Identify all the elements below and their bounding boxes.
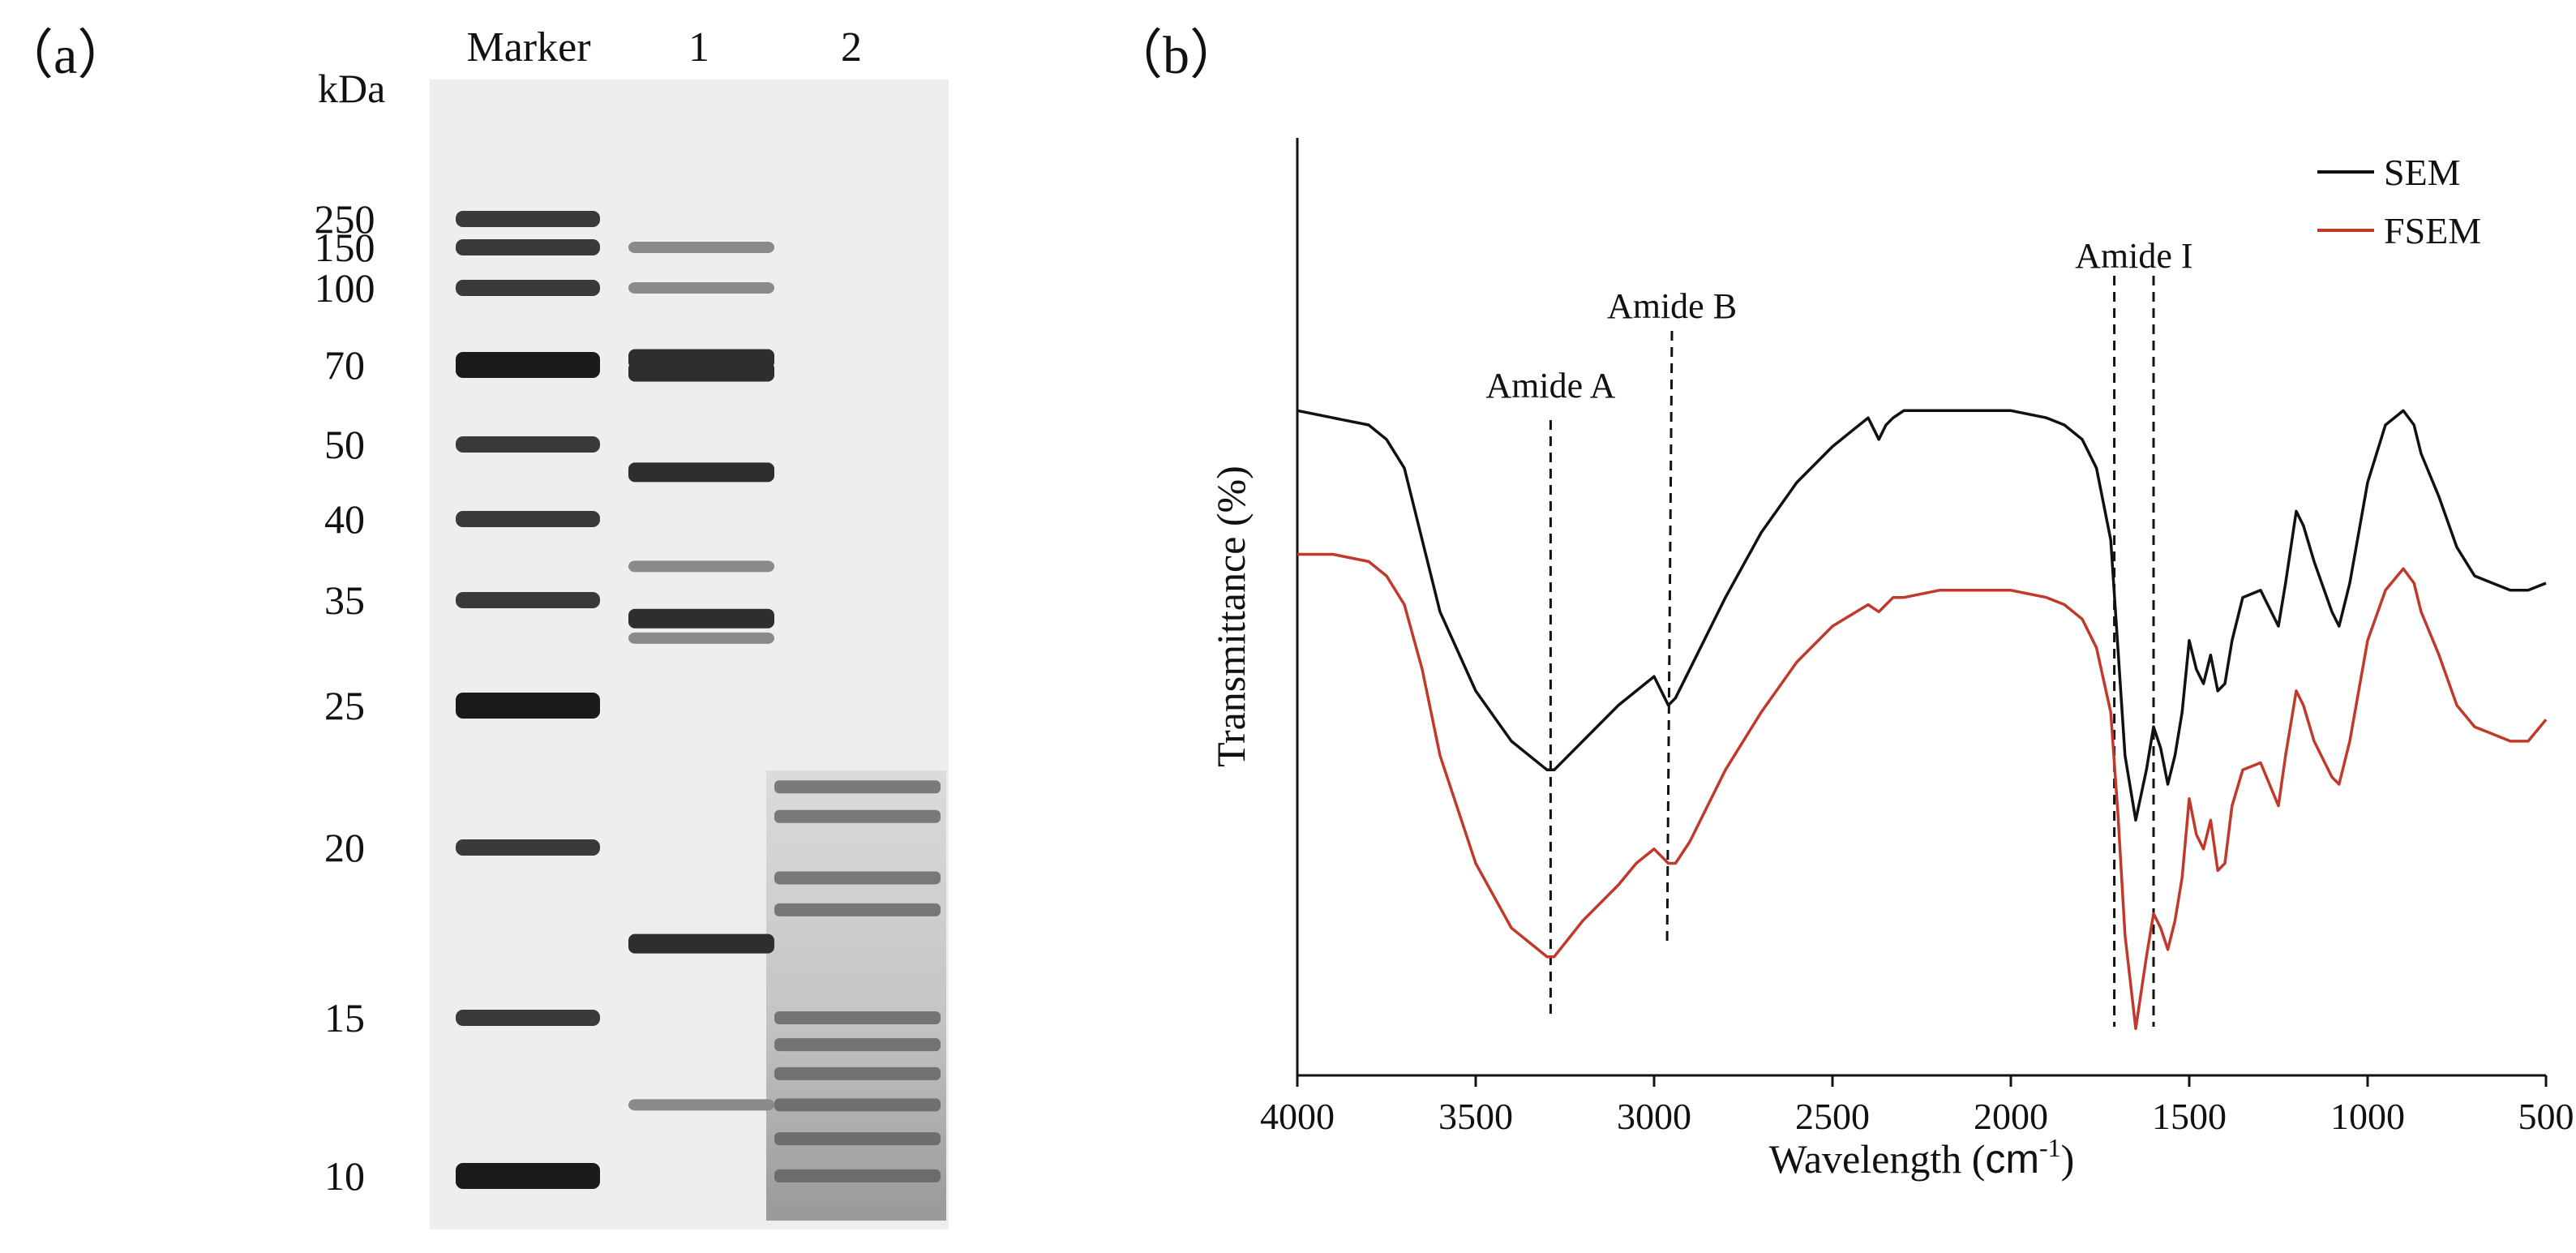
marker-band <box>456 211 600 227</box>
x-axis-ticks: 4000 3500 3000 2500 2000 1500 1000 500 <box>1260 1075 2574 1137</box>
x-tick-label: 1000 <box>2330 1096 2405 1137</box>
marker-band <box>456 693 600 719</box>
kda-unit-label: kDa <box>318 66 385 111</box>
marker-band <box>456 839 600 856</box>
panel-a-label: （a） <box>0 26 131 85</box>
x-tick-label: 4000 <box>1260 1096 1335 1137</box>
annotation-label: Amide A <box>1485 366 1615 406</box>
x-tick-label: 3000 <box>1617 1096 1691 1137</box>
annotation-label: Amide I <box>2075 236 2192 276</box>
marker-kda-label: 35 <box>324 577 365 623</box>
marker-kda-label: 50 <box>324 422 365 467</box>
lane-1-band <box>628 560 774 573</box>
x-tick-label: 3500 <box>1438 1096 1513 1137</box>
lane-2-band <box>774 1169 941 1182</box>
legend-label-sem: SEM <box>2384 152 2461 193</box>
marker-kda-label: 40 <box>324 496 365 542</box>
spectrum-lines <box>1297 409 2548 1031</box>
y-axis-title: Transmittance (%) <box>1208 466 1254 767</box>
marker-band <box>456 280 600 296</box>
lane-2-band <box>774 1038 941 1052</box>
lane-2-band <box>774 809 941 823</box>
marker-kda-label: 100 <box>315 265 375 311</box>
annotation-line <box>1665 330 1674 948</box>
lane-1-band <box>628 1099 774 1111</box>
annotation-label: Amide B <box>1607 286 1737 326</box>
legend-label-fsem: FSEM <box>2384 210 2481 251</box>
panel-b: （b） 4000 3500 3000 2500 2000 1500 1000 500 Wave… <box>1109 26 2574 1182</box>
marker-band <box>456 239 600 255</box>
lane-1-band <box>628 608 774 629</box>
lane-2-band <box>774 1011 941 1024</box>
lane-labels: Marker 1 2 <box>466 24 862 71</box>
lane-1-band <box>628 632 774 644</box>
marker-kda-label: 150 <box>315 225 375 270</box>
x-tick-label: 2000 <box>1974 1096 2048 1137</box>
lane-1-band <box>628 362 774 382</box>
marker-band <box>456 436 600 453</box>
lane-1-band <box>628 242 774 253</box>
x-tick-label: 500 <box>2518 1096 2574 1137</box>
lane-label-marker: Marker <box>466 24 590 71</box>
lane-2-band <box>774 903 941 916</box>
marker-kda-label: 70 <box>324 342 365 388</box>
series-line-fsem <box>1297 552 2548 1031</box>
marker-band <box>456 1163 600 1189</box>
x-tick-label: 2500 <box>1795 1096 1870 1137</box>
lane-1-band <box>628 282 774 294</box>
marker-band <box>456 352 600 378</box>
lane-2-band <box>774 780 941 794</box>
marker-band <box>456 592 600 608</box>
lane-1-band <box>628 462 774 483</box>
legend: SEM FSEM <box>2317 152 2481 251</box>
marker-band <box>456 1010 600 1026</box>
marker-kda-label: 10 <box>324 1153 365 1199</box>
lane-2-smear <box>766 770 946 1221</box>
lane-1-band <box>628 933 774 954</box>
lane-2-band <box>774 1098 941 1112</box>
marker-kda-label: 15 <box>324 995 365 1041</box>
lane-label-1: 1 <box>688 24 709 71</box>
lane-2-band <box>774 1132 941 1146</box>
series-line-sem <box>1297 409 2547 822</box>
marker-band <box>456 511 600 527</box>
marker-kda-label: 20 <box>324 825 365 870</box>
x-tick-label: 1500 <box>2152 1096 2227 1137</box>
gel-bands <box>456 211 941 1189</box>
lane-label-2: 2 <box>841 24 862 71</box>
peak-annotations: Amide A Amide B Amide I <box>1485 236 2193 1027</box>
marker-kda-label: 250 <box>315 196 375 242</box>
lane-2-band <box>774 871 941 885</box>
marker-kda-label: 25 <box>324 683 365 728</box>
panel-b-label: （b） <box>1109 26 1243 85</box>
x-axis-title: Wavelength (cm-1) <box>1769 1133 2075 1182</box>
lane-2-band <box>774 1066 941 1080</box>
